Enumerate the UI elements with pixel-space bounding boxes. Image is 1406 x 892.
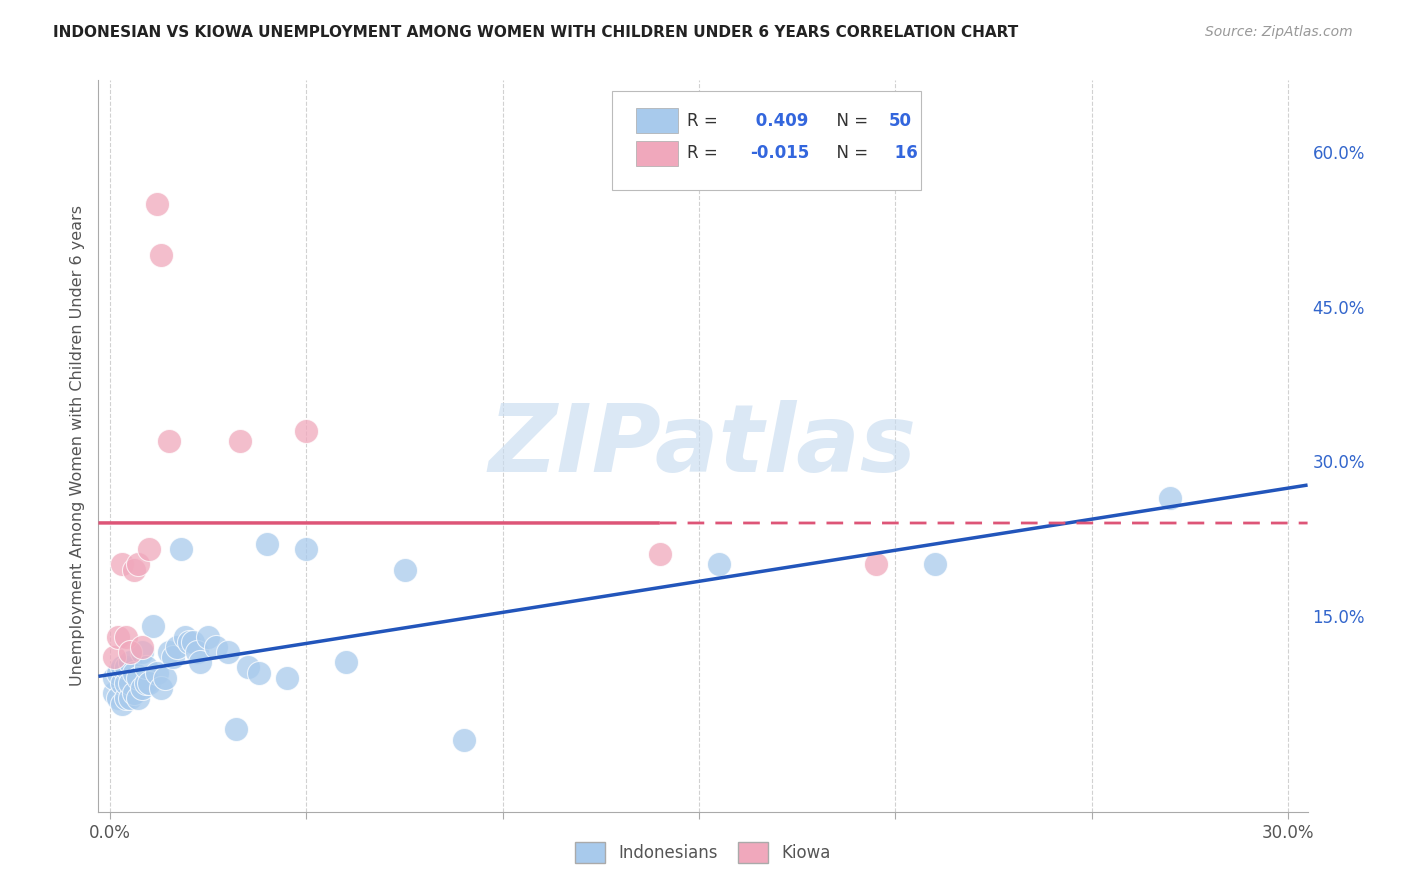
- Y-axis label: Unemployment Among Women with Children Under 6 years: Unemployment Among Women with Children U…: [69, 205, 84, 687]
- Point: [111, 697, 134, 711]
- Text: 50: 50: [889, 112, 912, 129]
- Text: INDONESIAN VS KIOWA UNEMPLOYMENT AMONG WOMEN WITH CHILDREN UNDER 6 YEARS CORRELA: INDONESIAN VS KIOWA UNEMPLOYMENT AMONG W…: [53, 25, 1019, 40]
- Point: [115, 676, 138, 690]
- Point: [122, 563, 145, 577]
- Point: [229, 434, 252, 448]
- Point: [138, 676, 160, 690]
- Point: [107, 665, 129, 680]
- Point: [236, 660, 259, 674]
- Point: [115, 660, 138, 674]
- Point: [131, 645, 153, 659]
- Point: [118, 656, 141, 670]
- Text: Source: ZipAtlas.com: Source: ZipAtlas.com: [1205, 25, 1353, 39]
- Point: [924, 558, 946, 572]
- Text: R =: R =: [688, 145, 723, 162]
- Point: [177, 634, 200, 648]
- Point: [276, 671, 298, 685]
- Point: [150, 248, 173, 262]
- Text: ZIPatlas: ZIPatlas: [489, 400, 917, 492]
- Point: [122, 686, 145, 700]
- Point: [146, 197, 169, 211]
- Point: [138, 541, 160, 556]
- Point: [170, 541, 193, 556]
- Point: [205, 640, 228, 654]
- Point: [247, 665, 270, 680]
- Point: [127, 671, 149, 685]
- Point: [103, 686, 125, 700]
- Point: [107, 630, 129, 644]
- FancyBboxPatch shape: [637, 108, 678, 133]
- Point: [181, 634, 204, 648]
- Point: [295, 541, 318, 556]
- Point: [103, 650, 125, 665]
- Point: [131, 640, 153, 654]
- Text: N =: N =: [827, 145, 873, 162]
- Point: [103, 671, 125, 685]
- Point: [118, 645, 141, 659]
- Point: [107, 691, 129, 706]
- Point: [295, 424, 318, 438]
- Point: [153, 671, 176, 685]
- Text: R =: R =: [688, 112, 723, 129]
- Point: [150, 681, 173, 695]
- Point: [131, 681, 153, 695]
- Point: [111, 558, 134, 572]
- Point: [453, 732, 475, 747]
- Point: [707, 558, 730, 572]
- FancyBboxPatch shape: [637, 141, 678, 166]
- Point: [256, 537, 278, 551]
- Point: [162, 650, 184, 665]
- Point: [111, 660, 134, 674]
- Text: -0.015: -0.015: [751, 145, 810, 162]
- Point: [166, 640, 188, 654]
- Point: [186, 645, 208, 659]
- Point: [1159, 491, 1181, 505]
- Point: [142, 619, 165, 633]
- Point: [197, 630, 219, 644]
- FancyBboxPatch shape: [613, 91, 921, 190]
- Point: [111, 676, 134, 690]
- Point: [127, 691, 149, 706]
- Point: [190, 656, 212, 670]
- Point: [127, 558, 149, 572]
- Text: N =: N =: [827, 112, 873, 129]
- Legend: Indonesians, Kiowa: Indonesians, Kiowa: [568, 836, 838, 869]
- Point: [135, 660, 157, 674]
- Point: [648, 547, 671, 561]
- Point: [157, 434, 180, 448]
- Point: [217, 645, 239, 659]
- Point: [335, 656, 357, 670]
- Point: [122, 665, 145, 680]
- Point: [115, 630, 138, 644]
- Point: [135, 676, 157, 690]
- Text: 16: 16: [889, 145, 918, 162]
- Point: [115, 691, 138, 706]
- Point: [173, 630, 195, 644]
- Point: [225, 723, 247, 737]
- Point: [146, 665, 169, 680]
- Point: [118, 676, 141, 690]
- Point: [118, 691, 141, 706]
- Point: [394, 563, 416, 577]
- Point: [865, 558, 887, 572]
- Text: 0.409: 0.409: [751, 112, 808, 129]
- Point: [157, 645, 180, 659]
